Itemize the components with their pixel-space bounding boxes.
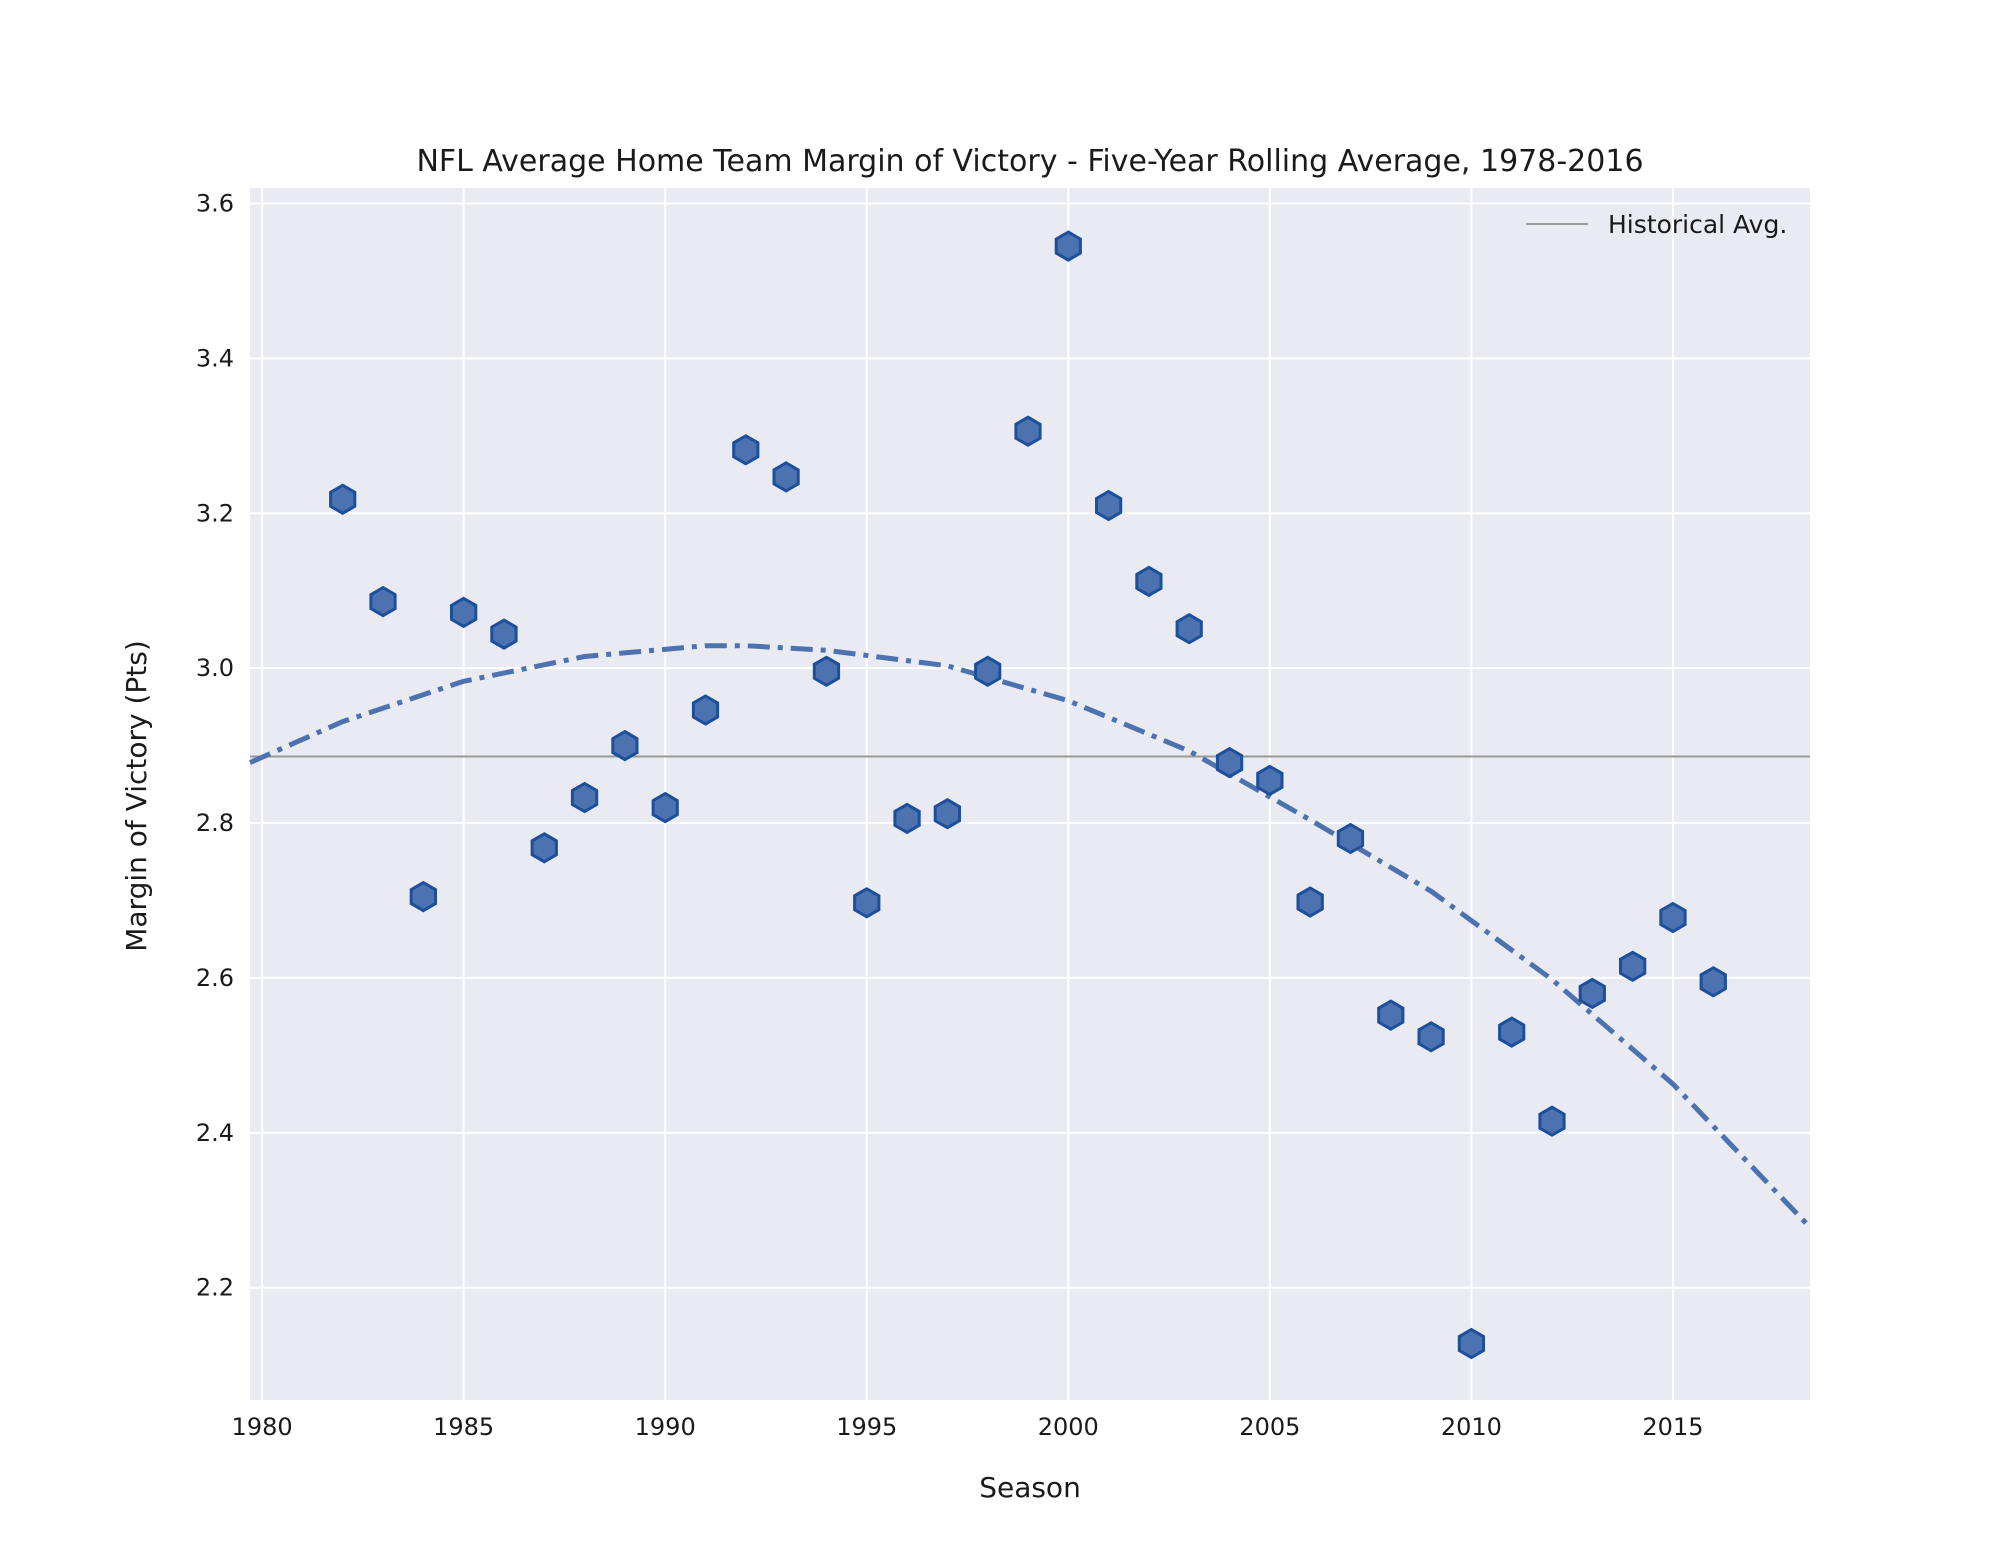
plot-area — [250, 188, 1810, 1400]
legend-label-historical-avg: Historical Avg. — [1608, 210, 1787, 239]
data-point — [1699, 966, 1727, 998]
data-point — [530, 832, 558, 864]
data-point — [1578, 977, 1606, 1010]
data-point — [772, 461, 800, 493]
x-tick-label: 1990 — [635, 1413, 696, 1441]
trend-line — [248, 643, 1812, 1230]
y-tick-label: 2.4 — [196, 1119, 234, 1147]
data-point — [1498, 1016, 1526, 1048]
x-tick-label: 1995 — [836, 1413, 897, 1441]
y-tick-label: 3.4 — [196, 344, 234, 372]
data-point — [409, 880, 437, 913]
data-point — [1135, 565, 1163, 598]
data-point — [1457, 1327, 1485, 1360]
y-tick-label: 2.8 — [196, 809, 234, 837]
data-point — [1175, 612, 1203, 645]
data-point — [974, 655, 1002, 688]
x-tick-labels: 1980 1985 1990 1995 2000 2005 2010 2015 — [232, 1413, 1704, 1441]
data-point — [611, 729, 639, 762]
data-point — [1659, 901, 1687, 934]
x-tick-label: 2015 — [1642, 1413, 1703, 1441]
data-markers — [329, 230, 1727, 1360]
data-point — [651, 791, 679, 824]
data-point — [1296, 886, 1324, 918]
x-tick-label: 2010 — [1441, 1413, 1502, 1441]
data-point — [1377, 999, 1405, 1031]
data-point — [1256, 764, 1284, 797]
data-point — [1619, 950, 1647, 983]
data-point — [1215, 746, 1244, 779]
data-point — [691, 694, 720, 726]
data-point — [893, 802, 921, 835]
x-tick-label: 2005 — [1239, 1413, 1300, 1441]
data-point — [450, 596, 478, 629]
y-tick-label: 3.2 — [196, 499, 234, 527]
x-tick-label: 1980 — [232, 1413, 293, 1441]
data-point — [1095, 489, 1123, 522]
data-point — [329, 483, 357, 516]
y-axis-label: Margin of Victory (Pts) — [120, 640, 153, 952]
y-tick-label: 2.6 — [196, 964, 234, 992]
chart-title: NFL Average Home Team Margin of Victory … — [416, 144, 1643, 179]
y-tick-label: 3.0 — [196, 654, 234, 682]
y-tick-label: 2.2 — [196, 1274, 234, 1302]
legend: Historical Avg. — [1526, 210, 1787, 239]
data-point — [1336, 822, 1365, 855]
data-point — [732, 434, 760, 466]
x-tick-label: 2000 — [1038, 1413, 1099, 1441]
x-tick-label: 1985 — [433, 1413, 494, 1441]
data-point — [1054, 230, 1082, 262]
data-point — [1538, 1105, 1566, 1137]
y-tick-labels: 2.2 2.4 2.6 2.8 3.0 3.2 3.4 3.6 — [196, 189, 234, 1301]
data-point — [369, 585, 397, 618]
x-axis-label: Season — [979, 1471, 1081, 1504]
data-point — [490, 618, 518, 650]
data-point — [570, 781, 599, 814]
data-point — [1417, 1021, 1445, 1053]
data-point — [1014, 415, 1042, 447]
data-point — [933, 797, 961, 830]
data-point — [853, 887, 881, 919]
y-tick-label: 3.6 — [196, 189, 234, 217]
data-point — [812, 655, 841, 688]
